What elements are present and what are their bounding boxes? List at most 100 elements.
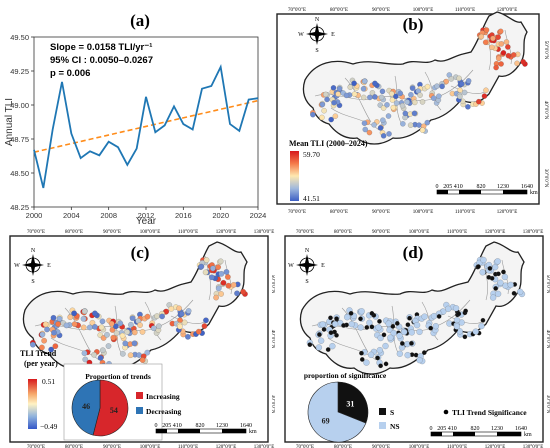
longitude-label: 90°0'0"E — [372, 445, 390, 448]
lake-point — [48, 346, 54, 353]
legend-subtitle: (per year) — [24, 359, 58, 368]
svg-text:E: E — [331, 32, 335, 38]
pie-title: proportion of significance — [304, 371, 387, 380]
longitude-label: 80°0'0"E — [65, 445, 83, 448]
lake-point — [476, 98, 482, 105]
svg-text:1230: 1230 — [497, 184, 509, 190]
lake-point — [472, 328, 479, 335]
longitude-label: 120°0'0"E — [485, 445, 506, 448]
lake-point — [416, 122, 422, 128]
longitude-label: 70°0'0"E — [288, 210, 306, 215]
lake-point — [50, 315, 57, 321]
lake-point — [375, 355, 380, 361]
lake-point — [514, 60, 520, 67]
latitude-label: 30°0'0"N — [270, 395, 275, 414]
lake-point — [456, 75, 462, 82]
y-axis-label: Annual TLI — [4, 98, 15, 146]
compass-icon: N S W E — [288, 248, 325, 285]
lake-point — [318, 337, 325, 344]
lake-point — [113, 330, 120, 336]
lake-point — [489, 44, 495, 51]
lake-point — [154, 313, 160, 319]
svg-text:1640: 1640 — [521, 184, 533, 190]
lake-point — [369, 324, 375, 330]
lake-point — [439, 83, 445, 90]
lake-point — [127, 352, 134, 358]
svg-text:S: S — [31, 279, 34, 285]
lake-point — [150, 325, 157, 331]
lake-point — [328, 315, 333, 321]
lake-point — [369, 90, 376, 96]
lake-points-tli-trend — [30, 257, 248, 369]
panel-b-map: 70°0'0"E 70°0'0"E 80°0'0"E 80°0'0"E 90°0'0"E… — [276, 8, 548, 215]
lake-point — [113, 323, 119, 330]
lake-point — [476, 264, 481, 269]
lake-point — [331, 99, 337, 106]
lake-point — [185, 334, 191, 340]
lake-point — [81, 350, 88, 357]
lake-point — [402, 110, 409, 117]
lake-point — [364, 325, 370, 330]
lake-point — [89, 320, 96, 326]
lake-point — [234, 290, 240, 297]
lake-point — [380, 117, 386, 123]
pie-slice-value: 31 — [346, 400, 354, 409]
lake-point — [218, 291, 224, 297]
svg-text:S: S — [305, 279, 308, 285]
panel-d-map: 70°0'0"E 70°0'0"E 80°0'0"E 80°0'0"E 90°0'0"E… — [284, 230, 550, 448]
lake-point — [110, 334, 117, 341]
lake-point — [176, 305, 182, 312]
lake-point — [369, 311, 375, 316]
lake-point — [482, 39, 489, 46]
latitude-label: 30°0'0"N — [545, 395, 550, 414]
longitude-label: 110°0'0"E — [178, 230, 198, 235]
longitude-label: 70°0'0"E — [27, 445, 45, 448]
lake-point — [367, 351, 375, 358]
lake-point — [39, 344, 45, 351]
lake-point — [393, 93, 399, 99]
lake-point — [496, 55, 502, 62]
lake-point — [223, 269, 230, 275]
stat-slope: Slope = 0.0158 TLI/yr⁻¹ — [50, 42, 152, 53]
longitude-label: 80°0'0"E — [334, 445, 352, 448]
longitude-label: 100°0'0"E — [413, 8, 434, 13]
lake-point — [490, 294, 497, 301]
lake-point — [209, 274, 215, 281]
lake-point — [465, 104, 471, 110]
lake-point — [386, 326, 393, 334]
annual-tli-line — [33, 63, 259, 189]
lake-point — [360, 94, 367, 101]
lake-point — [361, 78, 368, 84]
svg-text:W: W — [14, 263, 20, 269]
lake-point — [39, 331, 46, 338]
y-tick-label: 48.75 — [10, 135, 29, 144]
lake-point — [215, 264, 221, 270]
significance-pie-chart: 31 69 — [307, 381, 369, 443]
lake-point — [139, 329, 146, 335]
lake-point — [129, 315, 136, 322]
legend-colorbar — [28, 379, 37, 429]
lake-point — [486, 275, 492, 280]
lake-point — [41, 337, 47, 344]
lake-point — [99, 318, 106, 325]
svg-text:W: W — [288, 263, 294, 269]
lake-point — [390, 323, 396, 329]
lake-point — [131, 329, 138, 336]
lake-point — [159, 313, 165, 320]
longitude-label: 130°0'0"E — [523, 230, 544, 235]
longitude-label: 100°0'0"E — [413, 210, 434, 215]
latitude-label: 30°0'0"N — [543, 169, 548, 188]
longitude-label: 120°0'0"E — [485, 230, 506, 235]
lake-point — [131, 340, 138, 347]
pie-slice-value: 54 — [110, 406, 118, 415]
longitude-label: 90°0'0"E — [372, 230, 390, 235]
lake-point — [413, 322, 421, 329]
lake-point — [201, 323, 208, 329]
lake-point — [92, 324, 98, 330]
lake-point — [387, 334, 394, 341]
compass-icon: N S W E — [14, 248, 51, 285]
scale-bar: 0 205 410 820 1230 1640 km — [155, 423, 258, 435]
lake-point — [501, 273, 508, 281]
lake-point — [417, 92, 423, 98]
trend-line — [33, 99, 259, 153]
